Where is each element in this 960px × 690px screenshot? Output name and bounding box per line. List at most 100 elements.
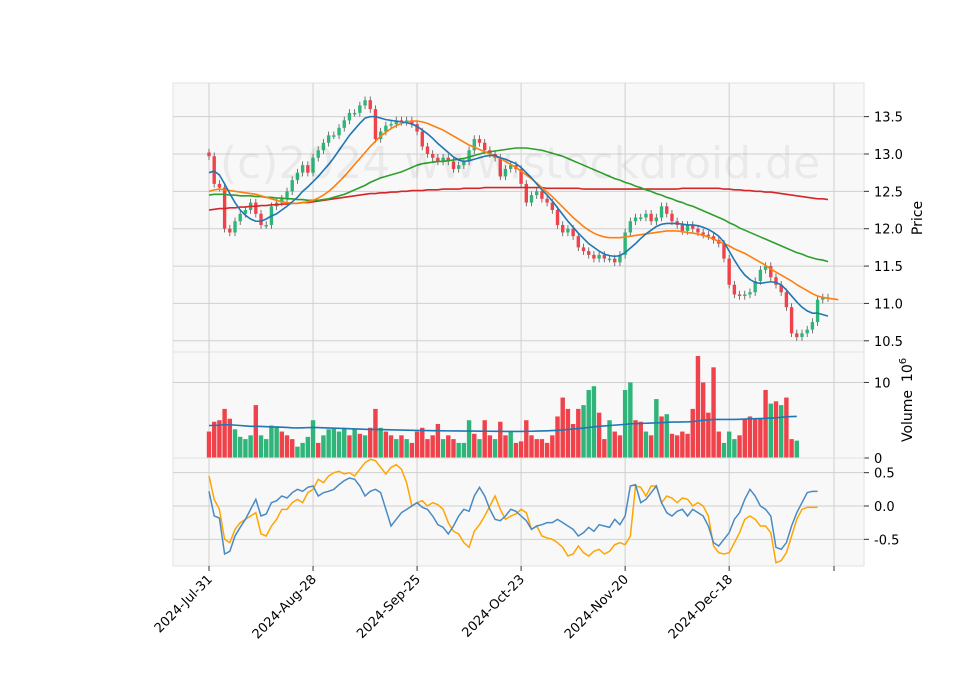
volume-bar-down (695, 356, 701, 458)
volume-bar-down (773, 401, 779, 458)
candle-down (779, 284, 783, 293)
candle-up (300, 165, 305, 173)
candle-down (207, 152, 211, 157)
volume-bar-down (316, 442, 321, 458)
candle-down (576, 236, 581, 248)
candle-up (363, 100, 367, 106)
volume-bar-down (617, 435, 623, 458)
volume-bar-up (331, 427, 337, 458)
candle-up (332, 135, 336, 137)
x-tick-label: 2024-Nov-20 (562, 572, 632, 642)
volume-bar-up (404, 439, 409, 458)
volume-bar-down (222, 408, 227, 458)
volume-bar-down (290, 439, 295, 458)
volume-bar-down (638, 421, 643, 458)
candle-up (462, 161, 466, 166)
candle-up (326, 135, 331, 143)
volume-bar-down (555, 416, 560, 458)
volume-bar-down (524, 420, 529, 458)
volume-bar-down (368, 427, 373, 458)
candle-up (290, 180, 294, 192)
volume-bar-down (430, 435, 435, 458)
price-tick-label: 13.0 (874, 148, 903, 163)
candle-down (425, 146, 430, 154)
volume-bar-down (747, 416, 753, 458)
price-tick-label: 12.5 (874, 185, 903, 200)
volume-bar-down (446, 435, 451, 458)
volume-bar-down (217, 420, 222, 458)
volume-bar-down (435, 424, 441, 458)
volume-bar-down (742, 418, 747, 458)
candle-up (618, 254, 622, 263)
price-axis-title: Price (910, 201, 926, 235)
volume-bar-down (789, 439, 794, 458)
volume-bar-down (565, 408, 571, 458)
volume-bar-down (680, 431, 685, 458)
volume-bar-down (482, 420, 487, 458)
price-tick-label: 11.0 (874, 297, 903, 312)
candle-down (430, 153, 435, 158)
candle-down (581, 247, 586, 252)
volume-bar-down (669, 433, 675, 458)
volume-bar-down (763, 390, 768, 458)
volume-tick-label: 0 (874, 452, 882, 467)
volume-bar-up (643, 431, 649, 458)
candle-down (561, 224, 565, 233)
volume-bar-up (768, 403, 773, 458)
candle-up (264, 224, 268, 227)
volume-bar-down (544, 442, 550, 458)
candle-up (295, 172, 300, 181)
candle-down (415, 124, 419, 132)
candle-down (769, 266, 773, 278)
volume-bar-up (456, 442, 461, 458)
candle-up (342, 120, 346, 128)
oscillator-line-a (208, 477, 818, 556)
volume-bar-up (264, 439, 269, 458)
volume-bar-down (706, 412, 711, 458)
candle-up (805, 329, 809, 334)
candle-down (727, 258, 731, 285)
candle-down (451, 161, 456, 169)
volume-bar-up (591, 386, 597, 458)
volume-bar-down (211, 421, 217, 458)
candle-down (711, 236, 716, 240)
volume-bar-down (674, 435, 680, 458)
volume-bar-down (596, 412, 602, 458)
volume-bar-up (243, 439, 248, 458)
price-tick-label: 12.0 (874, 223, 903, 238)
candle-down (602, 254, 607, 259)
volume-bar-up (295, 446, 300, 458)
candle-down (373, 109, 378, 140)
candle-up (503, 168, 508, 177)
volume-axis-exponent: 106 (898, 358, 916, 382)
sma-mid-line (208, 120, 839, 301)
x-tick-label: 2024-Oct-23 (459, 572, 527, 640)
candle-up (800, 333, 804, 338)
volume-bar-up (258, 435, 264, 458)
volume-bar-up (232, 429, 238, 458)
volume-bar-down (784, 397, 789, 458)
x-tick-label: 2024-Jul-31 (152, 572, 216, 636)
volume-bar-up (508, 431, 513, 458)
candle-down (545, 198, 549, 203)
volume-bar-up (274, 426, 279, 458)
volume-bar-down (383, 431, 389, 458)
volume-bar-up (336, 431, 342, 458)
volume-bar-down (388, 435, 394, 458)
candle-down (592, 254, 596, 259)
candle-up (566, 228, 570, 233)
volume-bar-up (477, 439, 482, 458)
candle-up (280, 198, 284, 203)
volume-bar-down (414, 431, 420, 458)
oscillator-line-b (208, 458, 818, 564)
volume-axis-title: Volume (900, 390, 916, 442)
volume-bar-up (654, 399, 659, 458)
candle-up (456, 165, 461, 169)
candle-up (347, 112, 352, 121)
price-tick-label: 11.5 (874, 260, 903, 275)
volume-bar-up (581, 405, 586, 458)
x-tick-label: 2024-Aug-28 (250, 572, 320, 642)
candle-up (628, 221, 633, 233)
x-axis-labels: 2024-Jul-31 2024-Aug-28 2024-Sep-25 2024-Oc… (152, 566, 835, 642)
